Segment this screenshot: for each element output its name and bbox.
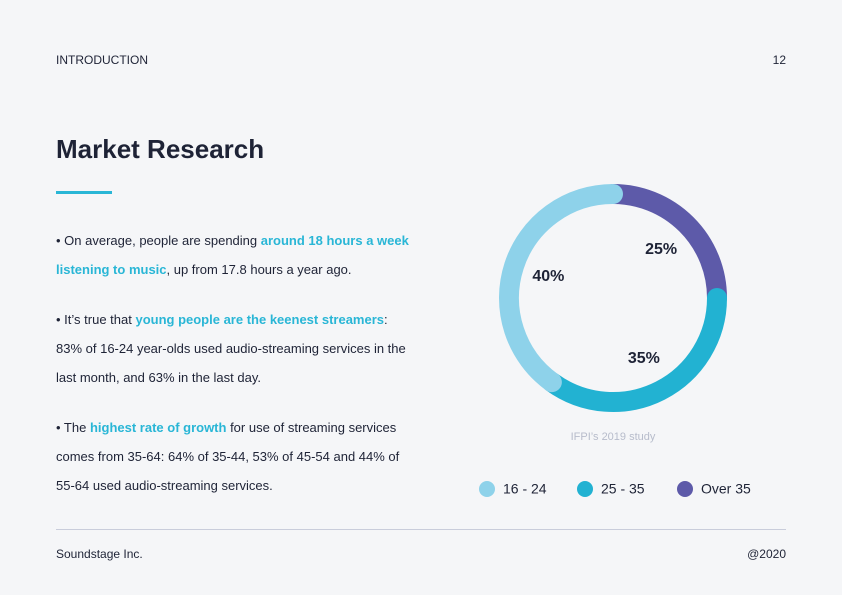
text: , up from 17.8 hours a year ago. xyxy=(166,262,352,277)
caption: IFPI’s 2019 study xyxy=(571,431,656,443)
section-label: INTRODUCTION xyxy=(56,53,148,67)
donut-segment xyxy=(541,288,727,412)
body-text: • On average, people are spending around… xyxy=(56,226,416,521)
year: @2020 xyxy=(747,547,786,561)
page-number: 12 xyxy=(772,53,786,67)
paragraph: • The highest rate of growth for use of … xyxy=(56,413,416,500)
value-label: 25% xyxy=(645,241,677,258)
legend-swatch xyxy=(479,481,495,497)
text: • On average, people are spending xyxy=(56,233,261,248)
value-label: 40% xyxy=(532,268,564,285)
legend-label: Over 35 xyxy=(701,481,751,497)
text: • The xyxy=(56,420,90,435)
legend-label: 16 - 24 xyxy=(503,481,547,497)
company: Soundstage Inc. xyxy=(56,547,143,561)
highlight: highest rate of growth xyxy=(89,420,227,435)
legend-swatch xyxy=(577,481,593,497)
paragraph: • It’s true that young people are the ke… xyxy=(56,305,416,392)
legend-swatch xyxy=(677,481,693,497)
text: for use of streaming services comes from… xyxy=(56,420,400,493)
highlight: young people are the keenest streamers xyxy=(135,312,385,327)
donut-segment xyxy=(603,184,727,308)
text: : 83% of 16-24 year-olds used audio-stre… xyxy=(56,312,406,385)
text: • It’s true that xyxy=(56,312,136,327)
paragraph: • On average, people are spending around… xyxy=(56,226,416,284)
value-label: 35% xyxy=(628,350,660,367)
legend-label: 25 - 35 xyxy=(601,481,645,497)
title: Market Research xyxy=(56,134,265,164)
title-rule xyxy=(56,191,112,194)
highlight: around 18 hours a week listening to musi… xyxy=(56,233,409,277)
footer-rule xyxy=(56,529,786,530)
donut-segment xyxy=(499,184,623,393)
